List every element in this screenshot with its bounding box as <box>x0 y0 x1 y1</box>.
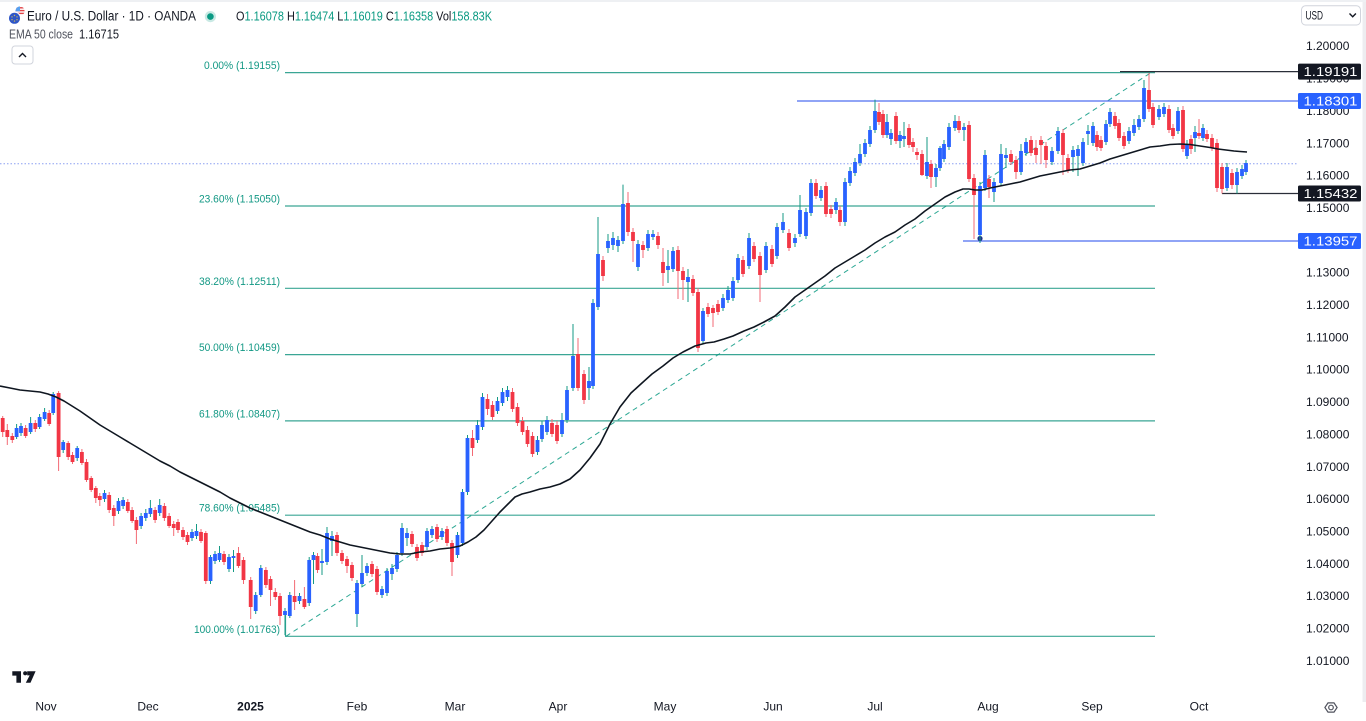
svg-text:1.01000: 1.01000 <box>1306 654 1350 668</box>
svg-text:Feb: Feb <box>347 700 368 714</box>
svg-text:1.07000: 1.07000 <box>1306 460 1350 474</box>
svg-text:1.15432: 1.15432 <box>1304 186 1358 201</box>
svg-text:1.12000: 1.12000 <box>1306 298 1350 312</box>
svg-text:1.09000: 1.09000 <box>1306 395 1350 409</box>
svg-text:38.20% (1.12511): 38.20% (1.12511) <box>199 276 280 288</box>
svg-text:1.03000: 1.03000 <box>1306 589 1350 603</box>
svg-text:0.00% (1.19155): 0.00% (1.19155) <box>204 60 280 72</box>
svg-text:1.18301: 1.18301 <box>1304 94 1358 109</box>
svg-text:Nov: Nov <box>35 700 56 714</box>
svg-text:50.00% (1.10459): 50.00% (1.10459) <box>199 342 280 354</box>
svg-text:Apr: Apr <box>549 700 568 714</box>
svg-text:2025: 2025 <box>237 700 264 714</box>
svg-text:Dec: Dec <box>137 700 158 714</box>
svg-text:1.08000: 1.08000 <box>1306 427 1350 441</box>
svg-text:100.00% (1.01763): 100.00% (1.01763) <box>194 624 280 636</box>
svg-text:1.13000: 1.13000 <box>1306 266 1350 280</box>
svg-text:USD: USD <box>1306 9 1324 23</box>
svg-text:Sep: Sep <box>1081 700 1103 714</box>
svg-text:Euro / U.S. Dollar · 1D · OAND: Euro / U.S. Dollar · 1D · OANDA <box>27 9 196 24</box>
svg-text:61.80% (1.08407): 61.80% (1.08407) <box>199 408 280 420</box>
svg-text:1.05000: 1.05000 <box>1306 524 1350 538</box>
svg-text:May: May <box>654 700 677 714</box>
svg-text:Aug: Aug <box>977 700 998 714</box>
svg-text:Jun: Jun <box>763 700 782 714</box>
svg-text:1.17000: 1.17000 <box>1306 136 1350 150</box>
svg-text:23.60% (1.15050): 23.60% (1.15050) <box>199 194 280 206</box>
svg-text:1.19191: 1.19191 <box>1304 64 1358 79</box>
svg-text:1.13957: 1.13957 <box>1304 234 1358 249</box>
svg-text:1.02000: 1.02000 <box>1306 622 1350 636</box>
svg-text:Oct: Oct <box>1190 700 1209 714</box>
svg-text:1.06000: 1.06000 <box>1306 492 1350 506</box>
svg-text:O1.16078 H1.16474 L1.16019 C1.: O1.16078 H1.16474 L1.16019 C1.16358 Vol1… <box>236 9 492 24</box>
svg-text:1.15000: 1.15000 <box>1306 201 1350 215</box>
svg-text:1.11000: 1.11000 <box>1306 330 1349 344</box>
svg-text:Jul: Jul <box>867 700 882 714</box>
svg-text:1.10000: 1.10000 <box>1306 363 1350 377</box>
svg-text:Mar: Mar <box>445 700 466 714</box>
svg-text:1.04000: 1.04000 <box>1306 557 1350 571</box>
svg-text:1.16000: 1.16000 <box>1306 169 1350 183</box>
svg-text:1.16715: 1.16715 <box>79 27 119 41</box>
svg-text:1.20000: 1.20000 <box>1306 39 1350 53</box>
svg-text:EMA 50 close: EMA 50 close <box>9 27 73 41</box>
svg-text:78.60% (1.05485): 78.60% (1.05485) <box>199 503 280 515</box>
